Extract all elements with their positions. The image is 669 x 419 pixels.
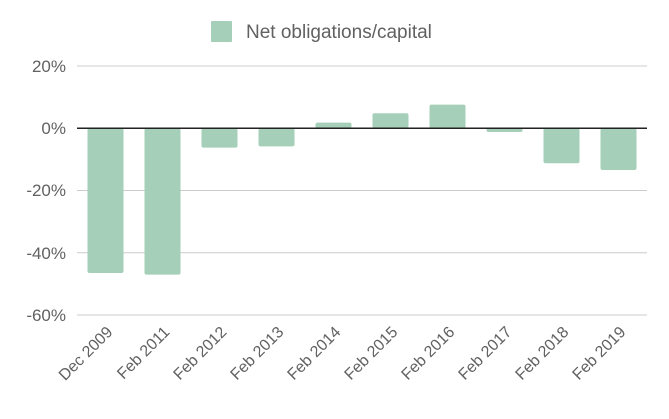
y-tick-label: -20% xyxy=(26,181,66,200)
x-tick-label: Dec 2009 xyxy=(56,324,117,385)
bar xyxy=(144,128,181,275)
x-tick-label: Feb 2014 xyxy=(285,324,345,384)
x-tick-label: Feb 2013 xyxy=(228,324,288,384)
x-tick-label: Feb 2015 xyxy=(342,324,402,384)
legend-label: Net obligations/capital xyxy=(246,22,432,43)
y-tick-label: 0% xyxy=(41,119,66,138)
bar xyxy=(315,122,352,129)
bar xyxy=(486,128,523,132)
bar xyxy=(258,128,295,147)
x-tick-label: Feb 2016 xyxy=(399,324,459,384)
y-tick-label: -60% xyxy=(26,306,66,325)
x-tick-label: Feb 2012 xyxy=(171,324,231,384)
bar xyxy=(372,113,409,129)
bar xyxy=(600,128,637,170)
bar xyxy=(87,128,124,273)
legend-swatch xyxy=(211,21,232,42)
x-tick-label: Feb 2011 xyxy=(114,324,173,383)
x-tick-label: Feb 2019 xyxy=(570,324,630,384)
bar xyxy=(201,128,238,148)
bars xyxy=(87,104,637,275)
bar xyxy=(543,128,580,164)
x-tick-label: Feb 2018 xyxy=(513,324,573,384)
y-tick-label: -40% xyxy=(26,244,66,263)
x-tick-label: Feb 2017 xyxy=(456,324,516,384)
bar xyxy=(429,104,466,129)
legend: Net obligations/capital xyxy=(211,21,432,43)
x-axis-tick-labels: Dec 2009 Feb 2011 Feb 2012 Feb 2013 Feb … xyxy=(56,324,630,385)
y-axis-tick-labels: 20% 0% -20% -40% -60% xyxy=(26,57,66,325)
y-tick-label: 20% xyxy=(32,57,66,76)
